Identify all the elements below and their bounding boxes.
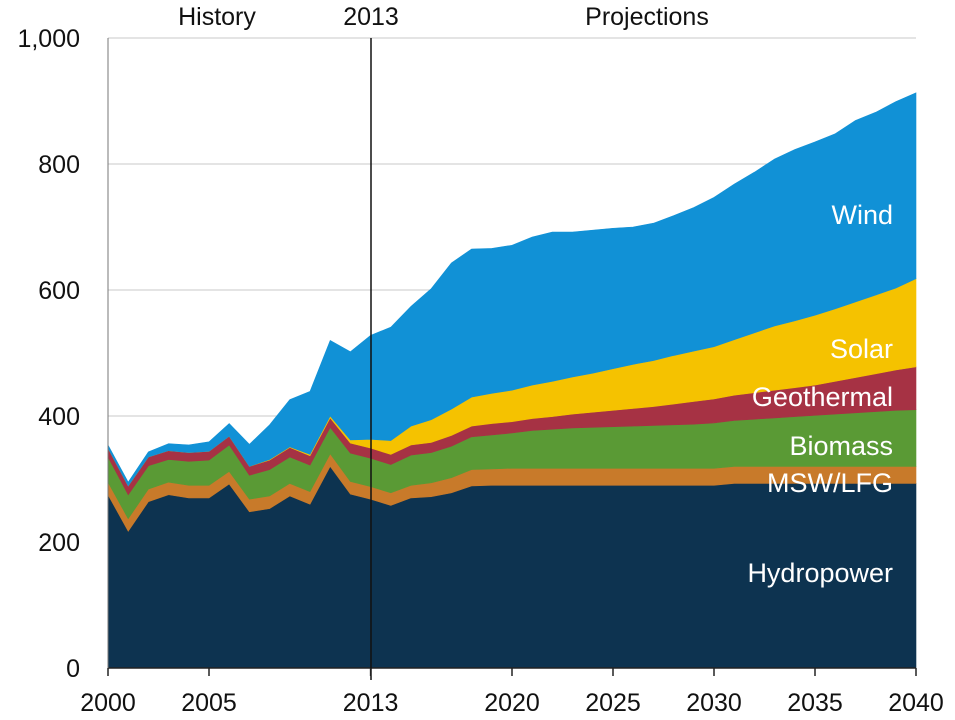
x-tick-label: 2020 [484,689,540,717]
series-label-hydropower: Hydropower [747,558,893,588]
y-tick-labels: 0 200 400 600 800 1,000 [17,25,80,683]
year-2013-annotation: 2013 [343,3,399,31]
series-label-geothermal: Geothermal [752,382,893,412]
projections-annotation: Projections [585,3,709,31]
y-tick-label: 800 [38,151,80,179]
x-tick-label: 2025 [585,689,641,717]
x-tick-label: 2005 [181,689,237,717]
area-wind [107,92,917,487]
series-label-biomass: Biomass [789,431,893,461]
series-label-wind: Wind [831,200,893,230]
y-tick-label: 0 [66,655,80,683]
x-tick-label: 2040 [888,689,944,717]
y-tick-label: 1,000 [17,25,80,53]
x-tick-labels: 2000 2005 2013 2020 2025 2030 2035 2040 [80,668,944,717]
y-tick-label: 400 [38,403,80,431]
stacked-areas [107,92,917,669]
x-tick-label: 2000 [80,689,136,717]
x-tick-label: 2030 [686,689,742,717]
x-tick-label: 2013 [343,689,399,717]
y-tick-label: 600 [38,277,80,305]
x-tick-label: 2035 [787,689,843,717]
series-label-solar: Solar [830,334,893,364]
y-tick-label: 200 [38,529,80,557]
history-annotation: History [178,3,256,31]
series-label-msw-lfg: MSW/LFG [767,468,893,498]
